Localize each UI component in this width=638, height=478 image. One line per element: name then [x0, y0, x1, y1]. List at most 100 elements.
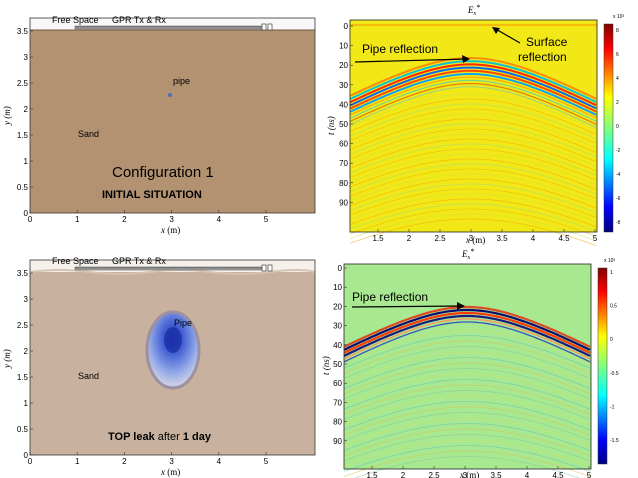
y-tick-label: 1.5	[17, 131, 29, 140]
reflection-trace	[349, 108, 597, 144]
colorbar-tick-label: 6	[616, 52, 619, 58]
y-tick-label: 50	[333, 360, 342, 369]
reflection-trace	[349, 66, 597, 110]
reflection-trace	[343, 412, 591, 441]
reflection-trace	[343, 340, 591, 374]
reflection-trace	[349, 138, 597, 172]
reflection-trace	[349, 143, 597, 176]
reflection-trace	[343, 379, 591, 410]
y-tick-label: 40	[333, 341, 342, 350]
reflection-trace	[343, 311, 591, 354]
reflection-trace	[349, 188, 597, 218]
reflection-trace	[343, 445, 591, 472]
reflection-trace	[349, 118, 597, 153]
reflection-trace	[349, 158, 597, 190]
reflection-trace	[343, 373, 591, 405]
reflection-trace	[349, 98, 597, 135]
radar2-yticks: 0 10 20 30 40 50 60 70 80 90	[333, 264, 347, 446]
reflection-trace	[349, 198, 597, 228]
config2-gpr-label: GPR Tx & Rx	[112, 256, 166, 266]
reflection-trace	[343, 434, 591, 462]
reflection-trace	[349, 76, 597, 119]
y-tick-label: 0	[24, 451, 29, 460]
config1-panel: Free Space GPR Tx & Rx pipe Sand Configu…	[2, 15, 316, 235]
reflection-trace	[343, 321, 591, 363]
y-tick-label: 3.5	[17, 27, 29, 36]
reflection-trace	[349, 83, 597, 125]
reflection-trace	[343, 357, 591, 390]
radar2-colorbar-ticks: 1 0.5 0 -0.5 -1 -1.5	[610, 270, 619, 444]
config2-caption: TOP leak after 1 day	[108, 431, 212, 443]
radar1-xticks: 1.5 2 2.5 3 3.5 4 4.5 5	[372, 229, 598, 243]
y-tick-label: 20	[333, 302, 342, 311]
config1-yticks: 3.5 3 2.5 2 1.5 1 0.5 0	[17, 27, 33, 218]
reflection-trace	[343, 362, 591, 395]
reflection-trace	[349, 193, 597, 223]
reflection-trace	[349, 113, 597, 149]
reflection-trace	[349, 163, 597, 195]
reflection-trace	[343, 406, 591, 436]
radar1-colorbar-exponent: x 10³	[613, 14, 624, 20]
x-tick-label: 2	[401, 471, 406, 478]
config1-pipe-label: pipe	[173, 76, 190, 86]
x-tick-label: 3	[463, 471, 468, 478]
y-tick-label: 60	[339, 140, 348, 149]
y-tick-label: 30	[339, 81, 348, 90]
y-tick-label: 60	[333, 379, 342, 388]
reflection-trace	[343, 329, 591, 364]
config2-panel: Free Space GPR Tx & Rx Pipe Sand TOP lea…	[2, 256, 316, 477]
reflection-trace	[349, 203, 597, 232]
x-tick-label: 2.5	[428, 471, 440, 478]
reflection-trace	[349, 73, 597, 116]
colorbar-tick-label: -4	[616, 172, 621, 178]
radar2-xticks: 1.5 2 2.5 3 3.5 4 4.5 5	[366, 466, 592, 478]
reflection-trace	[343, 351, 591, 384]
x-tick-label: 5	[264, 215, 269, 224]
x-tick-label: 3	[169, 457, 174, 466]
reflection-trace	[349, 63, 597, 107]
x-tick-label: 0	[28, 215, 33, 224]
reflection-trace	[343, 439, 591, 467]
config1-gpr-antenna	[74, 25, 266, 30]
colorbar-tick-label: 0	[616, 124, 619, 130]
reflection-trace	[343, 401, 591, 431]
x-tick-label: 4.5	[552, 471, 564, 478]
colorbar-tick-label: -1	[610, 404, 615, 410]
colorbar-tick-label: -8	[616, 220, 621, 226]
config2-free-space-label: Free Space	[52, 256, 99, 266]
radar2-pipe-annotation: Pipe reflection	[352, 290, 428, 304]
colorbar-tick-label: -6	[616, 196, 621, 202]
config1-configuration-label: Configuration 1	[112, 164, 214, 181]
reflection-trace	[349, 168, 597, 200]
colorbar-tick-label: 0.5	[610, 304, 617, 310]
y-tick-label: 10	[333, 283, 342, 292]
reflection-trace	[349, 128, 597, 163]
y-tick-label: 1	[24, 399, 29, 408]
x-tick-label: 4	[525, 471, 530, 478]
radar2-reflections	[343, 305, 591, 478]
reflection-trace	[343, 308, 591, 351]
y-tick-label: 0	[24, 209, 29, 218]
colorbar-tick-label: -1.5	[610, 438, 619, 444]
x-tick-label: 1.5	[372, 234, 384, 243]
reflection-trace	[343, 428, 591, 457]
colorbar-tick-label: 8	[616, 28, 619, 34]
y-tick-label: 70	[333, 398, 342, 407]
config1-gpr-label: GPR Tx & Rx	[112, 15, 166, 25]
radar2-xlabel: x (m)	[459, 470, 479, 478]
reflection-trace	[349, 173, 597, 204]
y-tick-label: 0.5	[17, 425, 29, 434]
config2-sand-label: Sand	[78, 371, 99, 381]
reflection-trace	[343, 314, 591, 357]
reflection-trace	[343, 384, 591, 415]
config2-xlabel: x (m)	[160, 467, 180, 477]
x-tick-label: 4.5	[558, 234, 570, 243]
reflection-trace	[349, 148, 597, 181]
y-tick-label: 2.5	[17, 321, 29, 330]
config1-axes-frame	[29, 17, 316, 214]
x-tick-label: 2.5	[434, 234, 446, 243]
config1-free-space-label: Free Space	[52, 15, 99, 25]
reflection-trace	[349, 60, 597, 103]
x-tick-label: 2	[407, 234, 412, 243]
